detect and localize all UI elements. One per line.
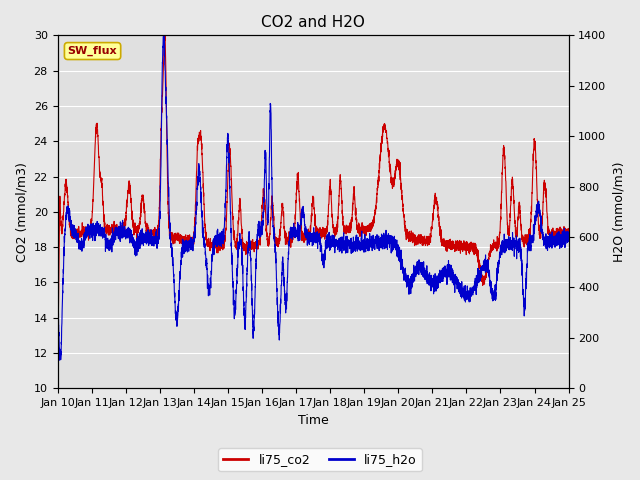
li75_co2 [146, 230, 154, 236]
Line: li75_co2: li75_co2 [58, 35, 568, 332]
Y-axis label: CO2 (mmol/m3): CO2 (mmol/m3) [15, 162, 28, 262]
li75_co2 [399, 206, 407, 212]
Line: li75_h2o: li75_h2o [58, 36, 568, 360]
li75_h2o [54, 284, 61, 290]
li75_h2o [294, 234, 301, 240]
li75_co2 [564, 229, 572, 235]
li75_h2o [564, 239, 572, 244]
li75_co2 [456, 250, 464, 256]
li75_co2 [564, 226, 572, 232]
Y-axis label: H2O (mmol/m3): H2O (mmol/m3) [612, 162, 625, 262]
li75_h2o [428, 281, 435, 287]
li75_co2 [54, 329, 62, 335]
li75_h2o [456, 292, 464, 298]
li75_co2 [161, 32, 169, 38]
li75_h2o [146, 240, 154, 246]
Legend: li75_co2, li75_h2o: li75_co2, li75_h2o [218, 448, 422, 471]
li75_co2 [428, 228, 435, 233]
li75_h2o [56, 357, 63, 363]
li75_co2 [54, 296, 61, 301]
Text: SW_flux: SW_flux [68, 46, 117, 56]
X-axis label: Time: Time [298, 414, 328, 427]
li75_h2o [159, 33, 167, 38]
li75_h2o [399, 269, 407, 275]
li75_h2o [564, 237, 572, 242]
li75_co2 [294, 176, 301, 182]
Title: CO2 and H2O: CO2 and H2O [261, 15, 365, 30]
